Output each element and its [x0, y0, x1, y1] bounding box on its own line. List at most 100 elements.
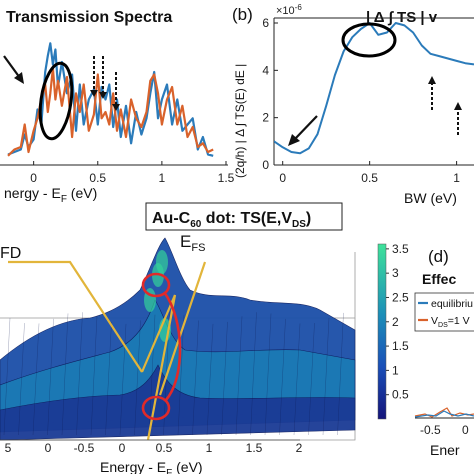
panel-a-series	[7, 42, 214, 157]
panel-c-mesh-line	[32, 323, 40, 436]
panel-a-tick-label-1: 0.5	[89, 171, 106, 185]
panel-a: Transmission Spectra 0 0.5 1 1.5 nergy - EF…	[0, 9, 235, 205]
panel-c-tick-label-6: 1.5	[246, 441, 263, 455]
panel-c-xlabel: Energy - EF (eV)	[100, 459, 203, 474]
panel-c-title-a: Au-C	[152, 210, 191, 227]
panel-c-mesh-line	[18, 323, 25, 436]
panel-a-xlabel: nergy - EF (eV)	[4, 185, 97, 205]
panel-a-title: Transmission Spectra	[6, 9, 172, 26]
panel-c: Au-C60 dot: TS(E,VDS) FD EFS 5 0 -0.5 0 0.5 1…	[0, 202, 409, 474]
panel-d-legend-v: V	[431, 315, 438, 327]
panel-c-title-sub: 60	[190, 219, 202, 230]
panel-d: (d) Effec equilibriu VDS=1 V -0.5 0 Ener	[414, 247, 474, 458]
panel-d-legend-ds: DS	[438, 322, 448, 329]
panel-c-cb-label-0: 3.5	[392, 242, 409, 256]
panel-c-mesh-line	[3, 317, 11, 436]
panel-c-tick-label-4: 0.5	[156, 441, 173, 455]
panel-b-arrow-head	[288, 134, 300, 146]
panel-b-ytick-label-2: 4	[262, 63, 269, 77]
panel-c-mesh-line	[279, 318, 286, 436]
panel-c-mesh-line	[206, 323, 214, 436]
panel-c-tick-label-0: 5	[5, 441, 12, 455]
panel-b-xtick-label-1: 0.5	[361, 171, 378, 185]
panel-c-mesh-line	[134, 320, 141, 436]
panel-c-tick-label-3: 0	[119, 441, 126, 455]
panel-c-markers	[141, 272, 182, 421]
panel-d-title: Effec	[422, 271, 456, 287]
panel-c-annotation: EFS	[180, 232, 205, 254]
panel-c-mesh-line	[76, 312, 83, 436]
panel-a-tick-label-0: 0	[30, 171, 37, 185]
panel-c-title-b: dot: TS(E,V	[201, 210, 292, 227]
panel-c-mesh-line	[322, 317, 330, 436]
panel-c-left-label: FD	[0, 245, 21, 262]
panel-c-title: Au-C60 dot: TS(E,VDS)	[152, 210, 311, 230]
panel-c-mesh-line	[105, 321, 112, 436]
panel-b-annotations	[288, 22, 462, 146]
panel-c-annotation-main: E	[180, 232, 191, 251]
panel-c-mesh-line	[148, 314, 156, 436]
panel-d-legend-bias: VDS=1 V	[431, 315, 470, 329]
panel-d-legend-eq: equilibriu	[431, 298, 473, 310]
panel-c-tick-label-5: 1	[206, 441, 213, 455]
panel-c-mesh-line	[177, 314, 185, 436]
panel-a-dotted-arrows	[93, 56, 117, 104]
panel-c-annotation-sub: FS	[191, 242, 205, 254]
panel-c-xlabel-main: Energy - E	[100, 459, 166, 474]
panel-d-tick-0: -0.5	[420, 423, 441, 437]
panel-c-tick-label-1: 0	[45, 441, 52, 455]
panel-c-xlabel-unit: (eV)	[172, 459, 202, 474]
panel-d-label: (d)	[428, 247, 449, 266]
panel-a-arrow-head	[14, 72, 24, 84]
panel-d-legend	[414, 292, 474, 332]
panel-c-cb-label-3: 2	[392, 315, 399, 329]
panel-c-mesh-line	[221, 321, 228, 436]
panel-c-mesh	[3, 311, 344, 436]
panel-b-circle	[341, 22, 397, 58]
panel-a-tick-label-2: 1	[159, 171, 166, 185]
panel-a-xlabel-unit: (eV)	[67, 185, 97, 201]
panel-c-tick-label-2: -0.5	[74, 441, 95, 455]
panel-c-peak-1	[156, 250, 168, 274]
panel-d-tick-1: 0	[462, 423, 469, 437]
panel-b-ytick-label-1: 2	[262, 111, 269, 125]
panel-c-cb-label-4: 1.5	[392, 339, 409, 353]
panel-a-xlabel-sub: F	[61, 194, 67, 205]
panel-c-cb-label-5: 1	[392, 363, 399, 377]
panel-c-mesh-line	[235, 316, 243, 436]
panel-b-ylabel: (2q/h) | Δ ∫ TS(E) dE |	[233, 64, 247, 178]
panel-b-series-0	[274, 22, 474, 155]
panel-c-mesh-line	[192, 320, 199, 436]
panel-a-arrow	[3, 55, 21, 79]
panel-b-dotted-arrow-heads	[428, 76, 462, 110]
panel-d-legend-rest: =1 V	[448, 315, 470, 327]
panel-d-series-eq	[414, 410, 474, 418]
panel-c-x-ticks: 5 0 -0.5 0 0.5 1 1.5 2	[0, 439, 303, 455]
panel-c-title-sub2: DS	[292, 219, 306, 230]
panel-c-cb-label-6: 0.5	[392, 388, 409, 402]
panel-b-label: (b)	[232, 5, 253, 24]
panel-c-guides	[8, 260, 207, 441]
panel-b-xtick-label-2: 1	[453, 171, 460, 185]
panel-b-series	[274, 22, 474, 155]
panel-c-cb-label-1: 3	[392, 266, 399, 280]
panel-c-title-c: )	[306, 210, 311, 227]
panel-b-arrow	[293, 115, 318, 141]
panel-c-title-box	[145, 202, 343, 231]
panel-a-annotations	[3, 55, 120, 141]
panel-b-ytick-label-3: 6	[262, 16, 269, 30]
panel-a-x-ticks: 0 0.5 1 1.5	[30, 161, 235, 185]
panel-b-xlabel: BW (eV)	[404, 190, 457, 206]
panel-d-xlabel: Ener	[430, 442, 460, 458]
panel-a-circle	[38, 61, 74, 141]
panel-b-ticks: 0 0.5 1 0 2 4 6	[262, 16, 460, 185]
panel-c-mesh-line	[308, 323, 315, 436]
panel-c-colorbar-ticks: 3.5 3 2.5 2 1.5 1 0.5	[386, 242, 409, 402]
panel-c-cb-label-2: 2.5	[392, 290, 409, 304]
panel-c-colorbar	[377, 243, 387, 420]
panel-a-tick-label-3: 1.5	[218, 171, 235, 185]
panel-a-series-0	[7, 42, 214, 157]
panel-c-mesh-line	[264, 313, 272, 436]
panel-a-dotted-arrow-heads	[90, 90, 120, 111]
